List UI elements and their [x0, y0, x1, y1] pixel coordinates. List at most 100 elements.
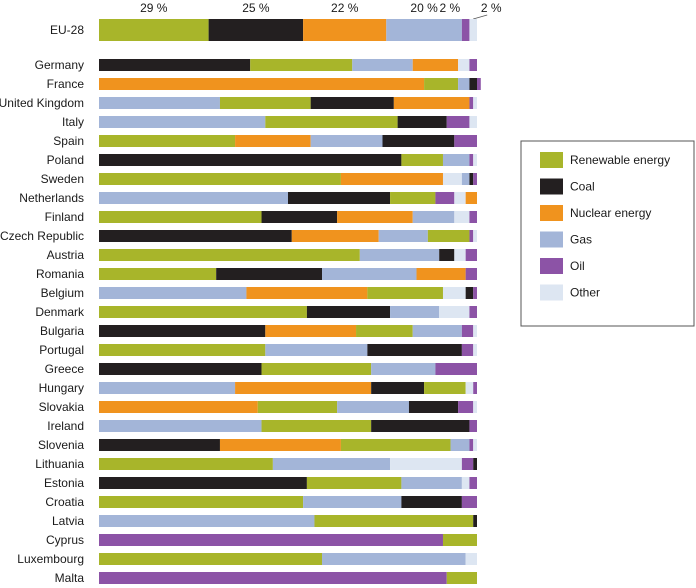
- bar-segment-oil: [461, 458, 474, 470]
- bar-segment-other: [390, 458, 462, 470]
- bar-segment-gas: [99, 287, 247, 299]
- bar-row-spain: Spain: [53, 134, 477, 148]
- bar-segment-other: [454, 249, 466, 261]
- eu-share-label: 22 %: [331, 1, 359, 15]
- bar-segment-other: [442, 287, 466, 299]
- bar-segment-nuclear-energy: [393, 97, 470, 109]
- bar-segment-gas: [272, 458, 391, 470]
- category-label: Denmark: [35, 305, 85, 319]
- bar-row-eu-28: EU-28: [50, 19, 477, 41]
- bar-segment-oil: [461, 496, 477, 508]
- bar-segment-coal: [306, 306, 391, 318]
- bar-segment-oil: [458, 401, 474, 413]
- bar-segment-renewable-energy: [257, 401, 338, 413]
- legend-swatch: [540, 258, 563, 274]
- bar-segment-gas: [390, 306, 440, 318]
- category-label: France: [47, 77, 85, 91]
- bar-segment-renewable-energy: [427, 230, 470, 242]
- bar-segment-gas: [386, 19, 462, 41]
- category-label: Ireland: [47, 419, 84, 433]
- bar-segment-renewable-energy: [265, 116, 398, 128]
- bar-segment-nuclear-energy: [412, 59, 459, 71]
- category-label: Luxembourg: [17, 552, 84, 566]
- bar-segment-coal: [99, 154, 402, 166]
- bar-row-denmark: Denmark: [35, 305, 477, 319]
- bar-segment-coal: [99, 230, 292, 242]
- legend-item-renewable-energy: Renewable energy: [540, 152, 670, 168]
- bar-segment-oil: [461, 19, 470, 41]
- bar-segment-coal: [469, 78, 477, 90]
- bar-segment-gas: [378, 230, 428, 242]
- bar-segment-coal: [99, 363, 262, 375]
- category-label: Portugal: [39, 343, 84, 357]
- bar-segment-nuclear-energy: [291, 230, 379, 242]
- bar-segment-coal: [216, 268, 323, 280]
- bar-segment-other: [469, 19, 477, 41]
- chart-rows: EU-28 Germany France United Kingdom Italy Spa…: [0, 19, 481, 585]
- legend-label: Oil: [570, 259, 585, 273]
- bar-row-romania: Romania: [36, 267, 477, 281]
- bar-segment-gas: [99, 382, 236, 394]
- bar-segment-coal: [288, 192, 391, 204]
- eu-share-label: 29 %: [140, 1, 168, 15]
- bar-segment-renewable-energy: [261, 420, 372, 432]
- category-label: Slovakia: [39, 400, 85, 414]
- category-label: Germany: [35, 58, 84, 72]
- bar-segment-renewable-energy: [99, 211, 262, 223]
- legend-swatch: [540, 205, 563, 221]
- bar-segment-renewable-energy: [306, 477, 402, 489]
- bar-segment-other: [473, 325, 477, 337]
- bar-row-portugal: Portugal: [39, 343, 477, 357]
- category-label: Latvia: [52, 514, 84, 528]
- bar-row-poland: Poland: [47, 153, 477, 167]
- bar-segment-oil: [99, 572, 447, 584]
- bar-row-bulgaria: Bulgaria: [40, 324, 477, 338]
- bar-segment-coal: [99, 477, 307, 489]
- bar-row-france: France: [47, 77, 481, 91]
- bar-row-malta: Malta: [55, 571, 477, 585]
- bar-segment-other: [473, 439, 477, 451]
- eu-share-label: 2 %: [481, 1, 502, 15]
- bar-segment-other: [473, 154, 477, 166]
- bar-segment-other: [442, 173, 462, 185]
- bar-row-italy: Italy: [62, 115, 477, 129]
- bar-segment-coal: [310, 97, 394, 109]
- bar-segment-coal: [261, 211, 338, 223]
- bar-segment-renewable-energy: [356, 325, 413, 337]
- bar-segment-coal: [371, 420, 470, 432]
- category-label: Estonia: [44, 476, 84, 490]
- bar-row-united-kingdom: United Kingdom: [0, 96, 477, 110]
- legend-item-other: Other: [540, 284, 600, 301]
- bar-segment-oil: [473, 173, 477, 185]
- bar-segment-oil: [469, 154, 474, 166]
- category-label: Austria: [47, 248, 85, 262]
- bar-segment-nuclear-energy: [235, 382, 372, 394]
- bar-segment-coal: [99, 325, 266, 337]
- legend-label: Nuclear energy: [570, 206, 651, 220]
- bar-segment-renewable-energy: [340, 439, 451, 451]
- category-label: Croatia: [45, 495, 84, 509]
- bar-segment-renewable-energy: [99, 496, 304, 508]
- bar-segment-renewable-energy: [446, 572, 477, 584]
- bar-row-hungary: Hungary: [39, 381, 477, 395]
- legend-label: Coal: [570, 180, 595, 194]
- bar-segment-renewable-energy: [99, 173, 341, 185]
- bar-segment-nuclear-energy: [265, 325, 357, 337]
- bar-segment-renewable-energy: [367, 287, 443, 299]
- category-label: Slovenia: [38, 438, 84, 452]
- bar-row-sweden: Sweden: [41, 172, 477, 186]
- category-label: Netherlands: [19, 191, 84, 205]
- bar-row-latvia: Latvia: [52, 514, 477, 528]
- bar-row-greece: Greece: [45, 362, 477, 376]
- category-label: Romania: [36, 267, 84, 281]
- bar-segment-other: [454, 211, 470, 223]
- bar-row-belgium: Belgium: [41, 286, 477, 300]
- bar-row-slovenia: Slovenia: [38, 438, 477, 452]
- bar-row-austria: Austria: [47, 248, 477, 262]
- bar-segment-other: [473, 97, 477, 109]
- bar-segment-gas: [412, 325, 462, 337]
- bar-segment-coal: [408, 401, 459, 413]
- bar-segment-coal: [465, 287, 474, 299]
- legend-swatch: [540, 284, 563, 301]
